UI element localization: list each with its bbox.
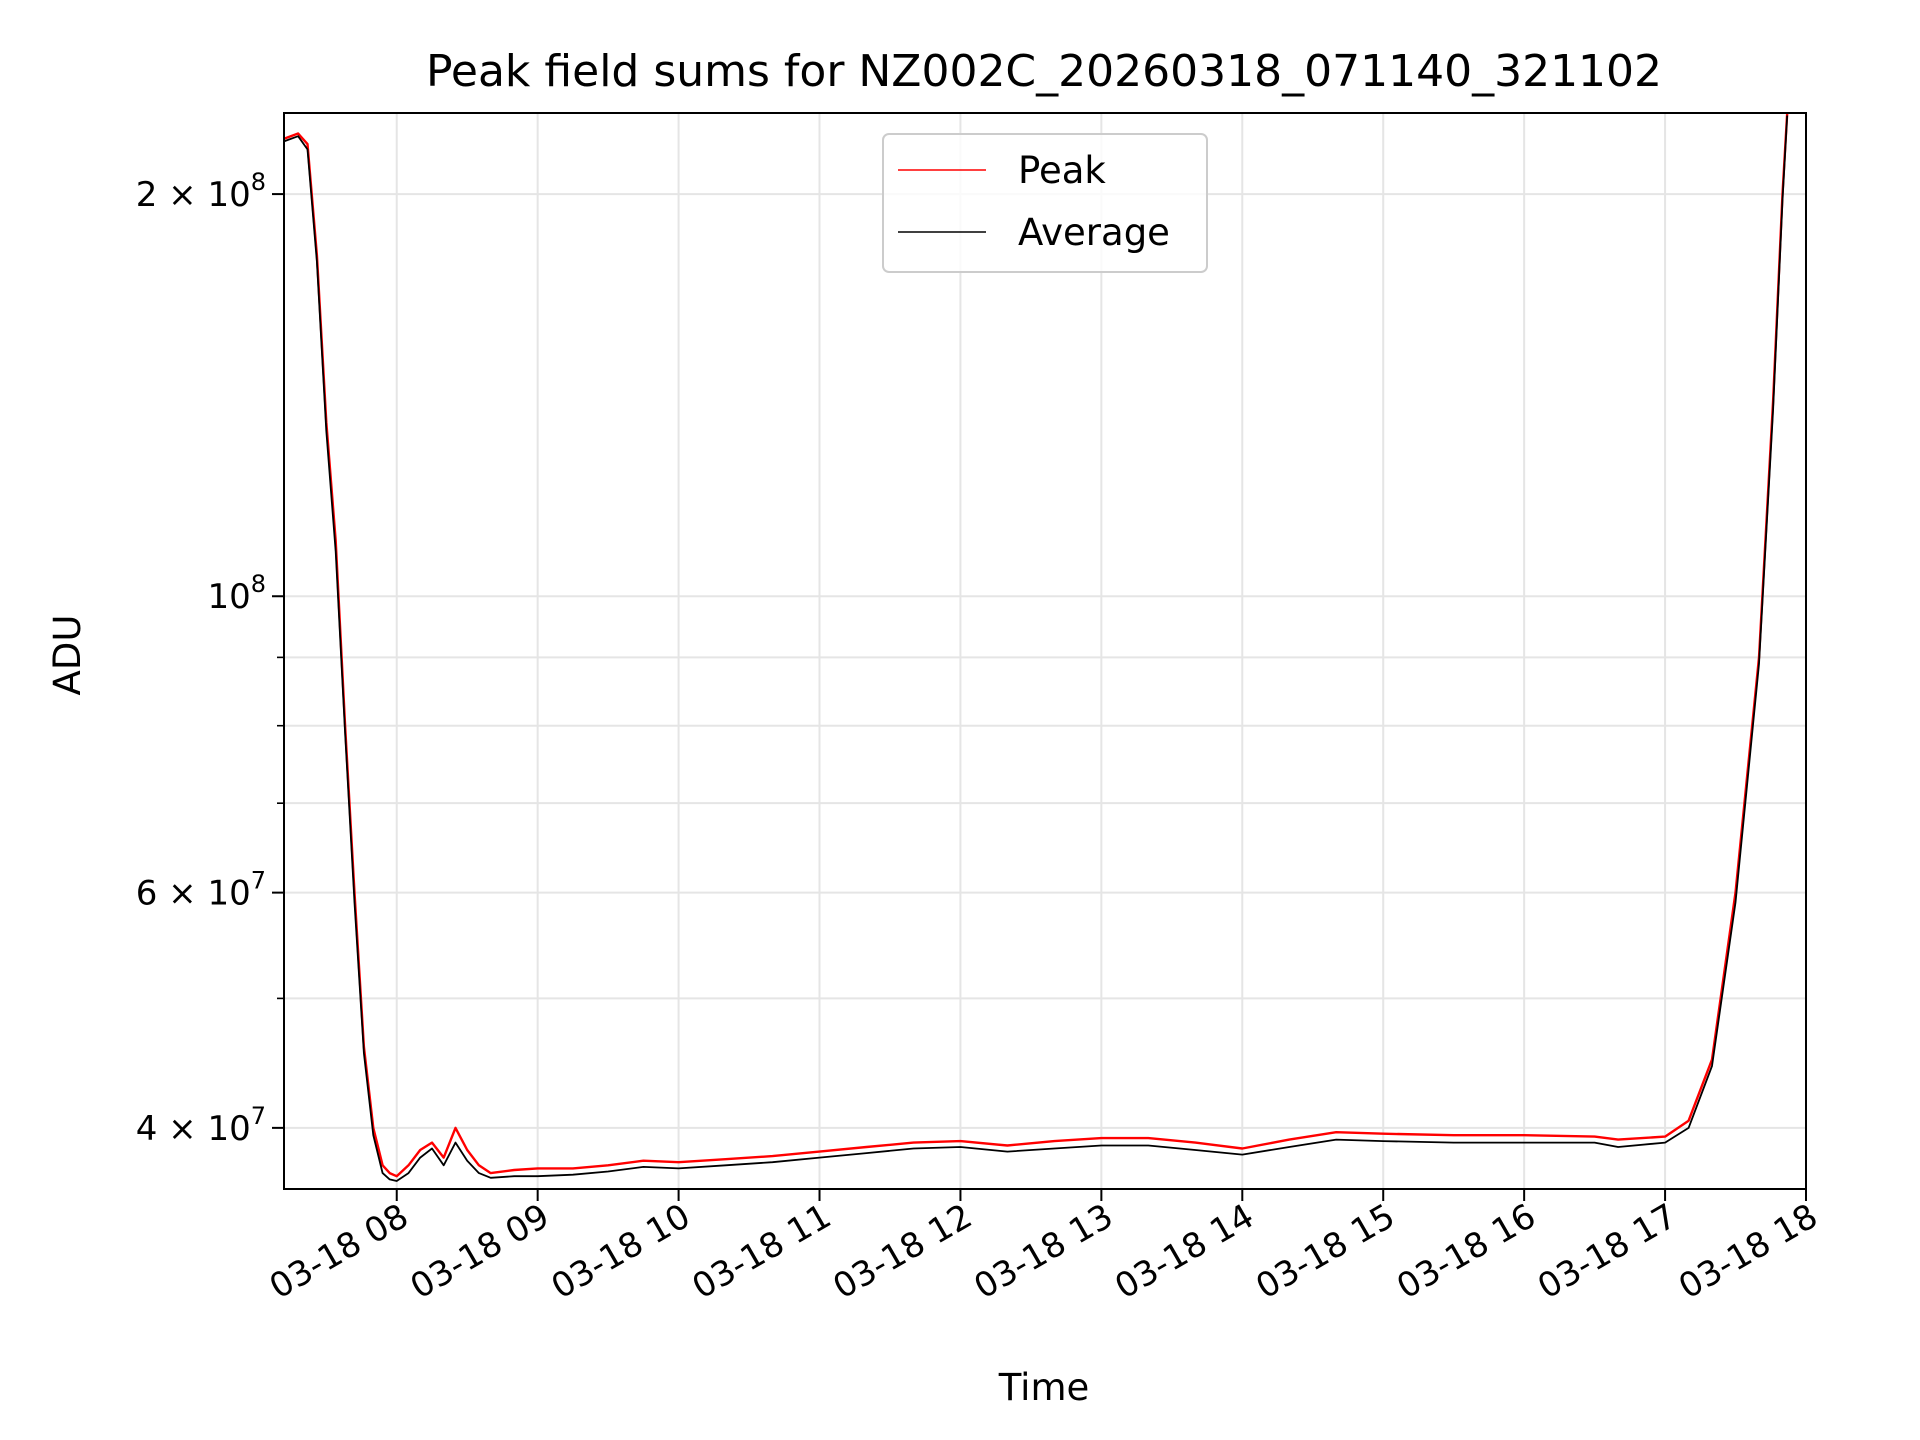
x-tick-label: 03-18 17 [1531,1196,1683,1307]
x-tick-label: 03-18 13 [967,1196,1119,1307]
y-tick-label: 6 × 107 [136,867,266,914]
y-axis-label: ADU [46,615,89,696]
x-tick-label: 03-18 18 [1672,1196,1824,1307]
legend-label-peak: Peak [1018,149,1106,192]
series-layer [283,112,1789,1182]
x-tick-label: 03-18 11 [686,1196,838,1307]
x-tick-label: 03-18 10 [545,1196,697,1307]
grid [284,113,1806,1189]
series-line-average [283,115,1789,1182]
legend-box [882,133,1208,273]
legend: Peak Average [882,133,1208,273]
y-tick-label: 108 [207,570,266,617]
chart-title: Peak field sums for NZ002C_20260318_0711… [426,46,1662,97]
x-tick-label: 03-18 08 [263,1196,415,1307]
x-tick-label: 03-18 12 [827,1196,979,1307]
x-tick-label: 03-18 09 [404,1196,556,1307]
x-tick-label: 03-18 16 [1390,1196,1542,1307]
y-tick-label: 4 × 107 [136,1102,266,1149]
x-tick-label: 03-18 14 [1108,1196,1260,1307]
y-tick-labels: 4 × 107 6 × 107 108 2 × 108 [136,168,266,1149]
x-tick-label: 03-18 15 [1249,1196,1401,1307]
tick-marks [272,193,1807,1201]
y-tick-label: 2 × 108 [136,168,266,215]
x-axis-label: Time [998,1366,1090,1409]
legend-label-average: Average [1018,211,1170,254]
plot-frame [283,112,1807,1190]
